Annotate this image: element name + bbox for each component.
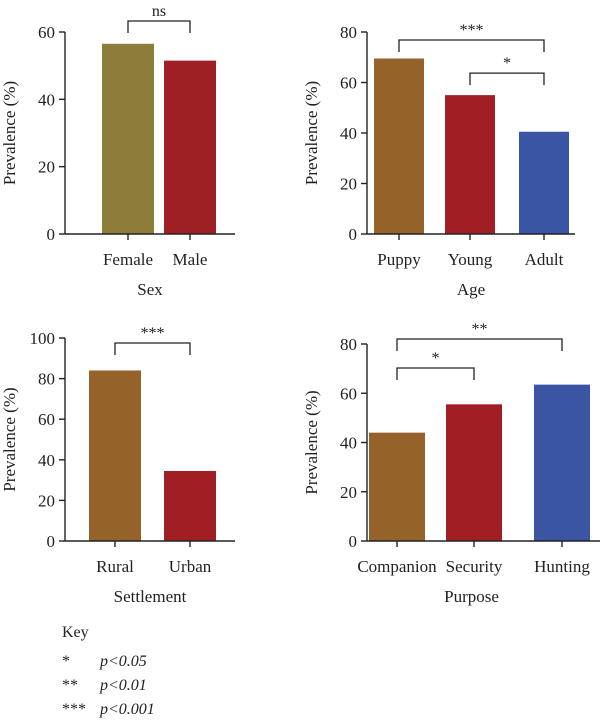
y-axis-title: Prevalence (%) bbox=[0, 81, 19, 185]
y-tick-label: 60 bbox=[340, 74, 357, 93]
bar bbox=[445, 95, 495, 234]
key-row: * p<0.05 bbox=[62, 650, 155, 674]
significance-label: ** bbox=[472, 321, 488, 338]
x-axis-title: Purpose bbox=[444, 587, 499, 606]
x-axis-title: Sex bbox=[137, 280, 163, 299]
y-tick-label: 60 bbox=[38, 23, 55, 42]
x-tick-label: Urban bbox=[169, 557, 212, 576]
y-tick-label: 80 bbox=[340, 23, 357, 42]
y-tick-label: 20 bbox=[38, 158, 55, 177]
y-tick-label: 40 bbox=[340, 124, 357, 143]
significance-label: *** bbox=[460, 22, 484, 39]
significance-label: * bbox=[432, 350, 440, 367]
y-tick-label: 20 bbox=[340, 483, 357, 502]
y-axis-title: Prevalence (%) bbox=[0, 387, 19, 491]
key-title: Key bbox=[62, 624, 89, 641]
bar bbox=[164, 60, 216, 234]
x-tick-label: Security bbox=[446, 557, 503, 576]
significance-bracket bbox=[396, 338, 563, 351]
x-tick-label: Female bbox=[103, 250, 153, 269]
x-tick-label: Adult bbox=[525, 250, 564, 269]
bar bbox=[102, 43, 154, 235]
x-axis-title: Age bbox=[457, 280, 485, 299]
bar bbox=[369, 432, 425, 541]
x-tick-label: Hunting bbox=[534, 557, 590, 576]
y-tick-label: 40 bbox=[38, 90, 55, 109]
significance-bracket bbox=[114, 342, 191, 355]
key-text: p<0.001 bbox=[100, 701, 155, 718]
significance-bracket bbox=[469, 72, 545, 86]
x-axis-title: Settlement bbox=[114, 587, 187, 606]
x-tick-label: Male bbox=[173, 250, 208, 269]
y-tick-label: 20 bbox=[340, 175, 357, 194]
y-tick-label: 40 bbox=[38, 451, 55, 470]
chart-area: 0 20 40 60 Female Male Sex Prevalence (%) ns 0 20 4… bbox=[0, 3, 600, 606]
key-row: ** p<0.01 bbox=[62, 674, 155, 698]
bar bbox=[446, 404, 502, 541]
x-tick-label: Rural bbox=[96, 557, 134, 576]
x-tick-label: Puppy bbox=[377, 250, 421, 269]
y-tick-label: 0 bbox=[47, 532, 56, 551]
y-tick-label: 80 bbox=[340, 335, 357, 354]
y-tick-label: 40 bbox=[340, 434, 357, 453]
significance-label: ns bbox=[152, 3, 166, 20]
significance-bracket bbox=[398, 39, 545, 52]
key-text: p<0.05 bbox=[100, 653, 147, 670]
key-symbol: ** bbox=[62, 677, 78, 694]
bar bbox=[89, 370, 141, 541]
key-symbol: *** bbox=[62, 701, 86, 718]
significance-bracket bbox=[396, 367, 475, 380]
y-axis-title: Prevalence (%) bbox=[302, 390, 321, 494]
bar bbox=[374, 58, 424, 235]
x-tick-label: Young bbox=[448, 250, 493, 269]
y-tick-label: 0 bbox=[47, 225, 56, 244]
key-row: *** p<0.001 bbox=[62, 698, 155, 722]
key-symbol: * bbox=[62, 653, 70, 670]
bar bbox=[534, 384, 590, 541]
key-text: p<0.01 bbox=[100, 677, 147, 694]
bar bbox=[164, 470, 216, 541]
significance-label: *** bbox=[141, 325, 165, 342]
x-tick-label: Companion bbox=[357, 557, 437, 576]
bar bbox=[519, 131, 569, 234]
significance-key: Key * p<0.05 ** p<0.01 *** p<0.001 bbox=[62, 624, 155, 722]
y-tick-label: 60 bbox=[38, 410, 55, 429]
y-tick-label: 80 bbox=[38, 370, 55, 389]
y-tick-label: 0 bbox=[349, 532, 358, 551]
y-tick-label: 0 bbox=[349, 225, 358, 244]
y-tick-label: 100 bbox=[30, 329, 56, 348]
significance-label: * bbox=[503, 55, 511, 72]
y-tick-label: 60 bbox=[340, 384, 357, 403]
y-tick-label: 20 bbox=[38, 491, 55, 510]
y-axis-title: Prevalence (%) bbox=[302, 81, 321, 185]
significance-bracket bbox=[127, 20, 191, 33]
